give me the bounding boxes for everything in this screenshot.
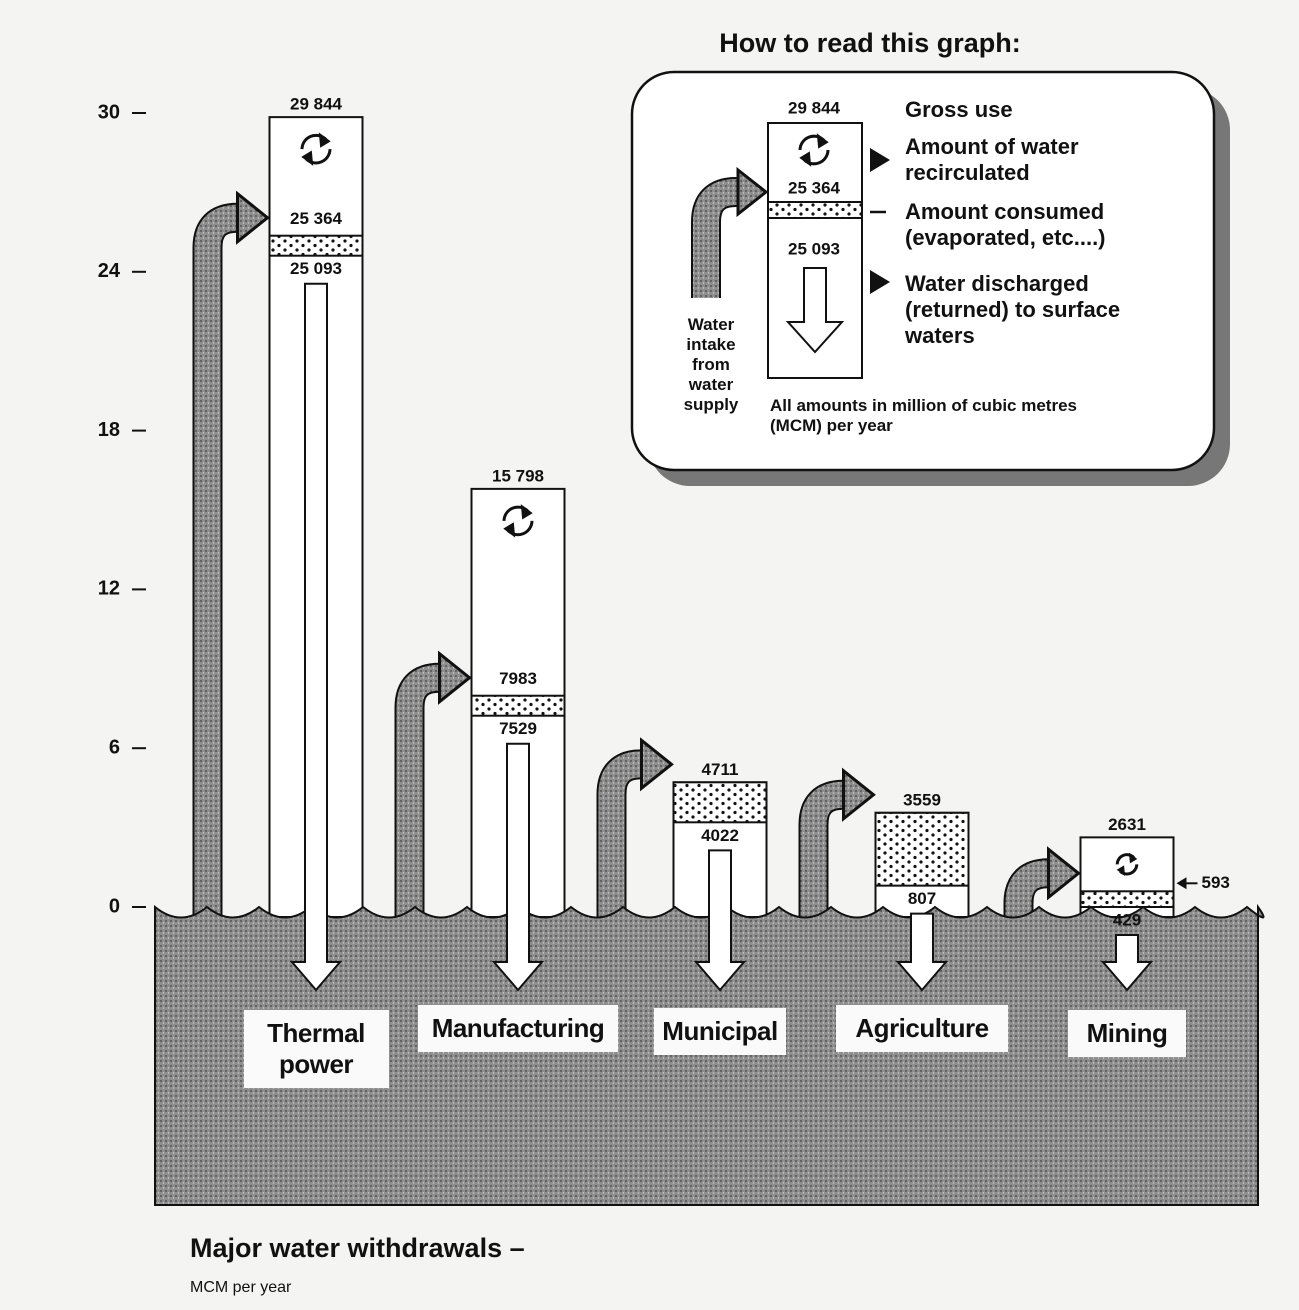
gross-label: 29 844	[290, 95, 343, 114]
intake-arrowhead	[440, 654, 470, 702]
intake-arrowhead	[1049, 849, 1079, 897]
y-tick-label: 12	[98, 578, 120, 600]
intake-label: 7983	[499, 669, 537, 688]
y-tick-label: 0	[109, 895, 120, 917]
consumed-band	[674, 782, 767, 822]
discharge-label: 807	[908, 889, 936, 908]
consumed-band	[876, 813, 969, 886]
discharge-label: 4022	[701, 826, 739, 845]
y-tick-label: 24	[98, 260, 121, 282]
intake-arrowhead	[642, 740, 672, 788]
key-example-band	[768, 202, 862, 218]
category-label: Municipal	[654, 1008, 786, 1055]
intake-pointer	[1177, 877, 1187, 889]
key-item: Amount consumed (evaporated, etc....)	[905, 199, 1165, 251]
category-label: Agriculture	[836, 1005, 1008, 1052]
chart: How to read this graph: 29 844 25 364 25…	[0, 0, 1299, 1310]
intake-pipe	[208, 218, 242, 927]
key-example-label: 25 364	[788, 178, 841, 197]
y-tick-label: 30	[98, 101, 120, 123]
key-example-label: 25 093	[788, 239, 840, 258]
intake-pipe	[410, 678, 444, 927]
y-tick-label: 6	[109, 736, 120, 758]
chart-subtitle: MCM per year	[190, 1279, 292, 1296]
gross-label: 2631	[1108, 815, 1146, 834]
discharge-label: 25 093	[290, 259, 342, 278]
intake-label: 593	[1202, 873, 1230, 892]
key-item: Water discharged (returned) to surface w…	[905, 271, 1175, 349]
y-tick-label: 18	[98, 419, 120, 441]
intake-label: 4711	[702, 760, 739, 779]
consumed-band	[270, 236, 363, 256]
consumed-band	[1081, 891, 1174, 907]
intake-label: 3559	[903, 790, 941, 809]
key-example-label: 29 844	[788, 98, 841, 117]
key-title: How to read this graph:	[719, 28, 1021, 58]
chart-title: Major water withdrawals –	[190, 1233, 525, 1263]
key-item: Amount of water recirculated	[905, 134, 1135, 186]
category-label: Mining	[1068, 1010, 1186, 1057]
discharge-label: 7529	[499, 719, 537, 738]
page: How to read this graph: 29 844 25 364 25…	[0, 0, 1299, 1310]
gross-label: 15 798	[492, 466, 544, 485]
intake-arrowhead	[844, 771, 874, 819]
key-item: Gross use	[905, 97, 1013, 123]
intake-label: 25 364	[290, 209, 343, 228]
discharge-label: 429	[1113, 910, 1141, 929]
intake-arrowhead	[238, 194, 268, 242]
key-note: All amounts in million of cubic metres (…	[770, 396, 1090, 436]
key-intake-label: Water intake from water supply	[671, 315, 751, 415]
consumed-band	[472, 696, 565, 716]
category-label: Manufacturing	[418, 1005, 618, 1052]
category-label: Thermal power	[244, 1010, 389, 1088]
